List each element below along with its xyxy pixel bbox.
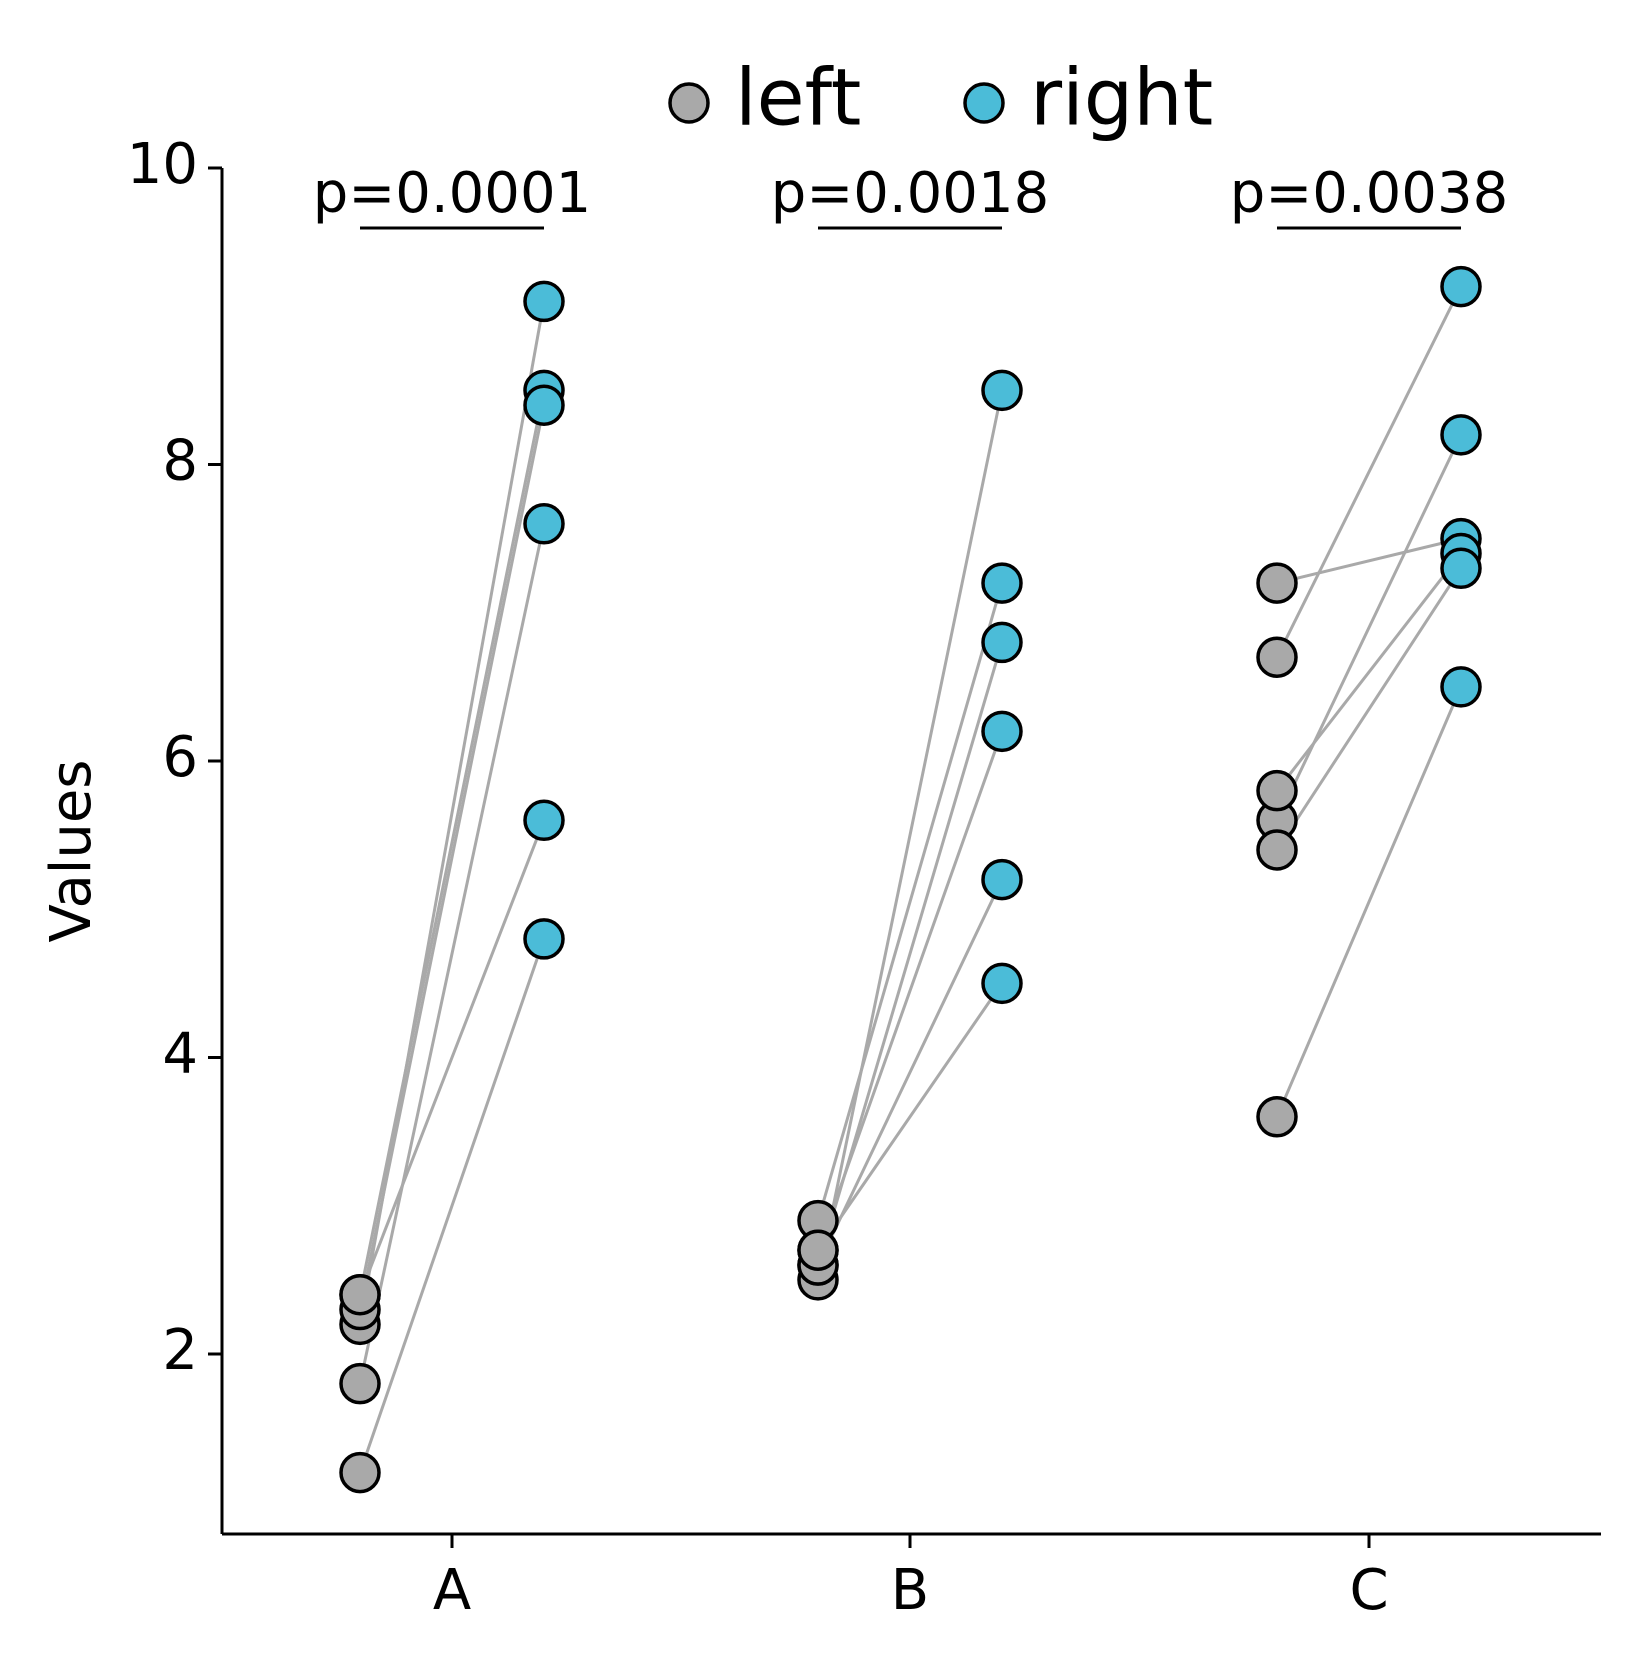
connector-line	[358, 390, 546, 1295]
connector-line	[816, 982, 1004, 1252]
connector-line	[816, 582, 1004, 1221]
connector-line	[816, 730, 1004, 1251]
connector-line	[816, 878, 1004, 1266]
p-value-annotations: p=0.0001 p=0.0018 p=0.0038	[313, 161, 1508, 230]
legend-marker-right	[963, 82, 1005, 124]
right-point	[523, 799, 565, 842]
connector-line	[1275, 567, 1463, 851]
x-tick-label: A	[433, 1558, 471, 1623]
y-tick-label: 6	[162, 725, 198, 790]
right-point	[981, 858, 1023, 901]
y-tick-label: 10	[127, 132, 198, 197]
left-point	[1256, 1096, 1298, 1138]
y-tick-label: 8	[162, 429, 198, 494]
left-point	[339, 1273, 381, 1316]
right-point	[981, 369, 1023, 412]
left-point	[1256, 562, 1298, 604]
x-ticks: A B C	[433, 1534, 1389, 1623]
connector-line	[358, 819, 546, 1296]
connector-line	[358, 523, 546, 1384]
connector-line	[1275, 552, 1463, 792]
legend-label-left: left	[735, 53, 861, 143]
connector-line	[1275, 686, 1463, 1118]
p-value-label: p=0.0018	[771, 161, 1049, 226]
right-point	[981, 710, 1023, 753]
connector-line	[1275, 434, 1463, 821]
right-point	[981, 621, 1023, 664]
legend-marker-left	[668, 82, 710, 124]
p-value-label: p=0.0001	[313, 161, 591, 226]
right-point	[1440, 265, 1482, 308]
p-value-label: p=0.0038	[1230, 161, 1508, 226]
left-point	[1256, 769, 1298, 812]
x-tick-label: B	[891, 1558, 929, 1623]
right-point	[523, 280, 565, 323]
connector-line	[358, 938, 546, 1474]
right-point	[1440, 547, 1482, 590]
connector-line	[816, 390, 1004, 1281]
left-point	[339, 1451, 381, 1494]
connector-lines	[358, 285, 1463, 1474]
right-point	[523, 384, 565, 426]
right-point	[523, 918, 565, 960]
axes	[220, 168, 1601, 1536]
x-tick-label: C	[1349, 1558, 1388, 1623]
left-point	[1256, 636, 1298, 678]
connector-line	[1275, 285, 1463, 658]
connector-line	[358, 404, 546, 1310]
right-point	[1440, 666, 1482, 708]
right-point	[1440, 414, 1482, 456]
right-point	[981, 962, 1023, 1005]
left-point	[797, 1229, 839, 1271]
left-point	[339, 1362, 381, 1405]
legend: left right	[668, 53, 1213, 143]
y-tick-label: 2	[162, 1318, 198, 1383]
right-point	[523, 503, 565, 545]
y-tick-label: 4	[162, 1022, 198, 1087]
legend-label-right: right	[1030, 53, 1213, 143]
left-point	[1256, 829, 1298, 871]
y-ticks: 2 4 6 8 10	[127, 132, 222, 1383]
connector-line	[1276, 537, 1462, 585]
right-point	[981, 562, 1023, 604]
data-points	[339, 265, 1482, 1494]
y-axis-title: Values	[39, 760, 104, 943]
